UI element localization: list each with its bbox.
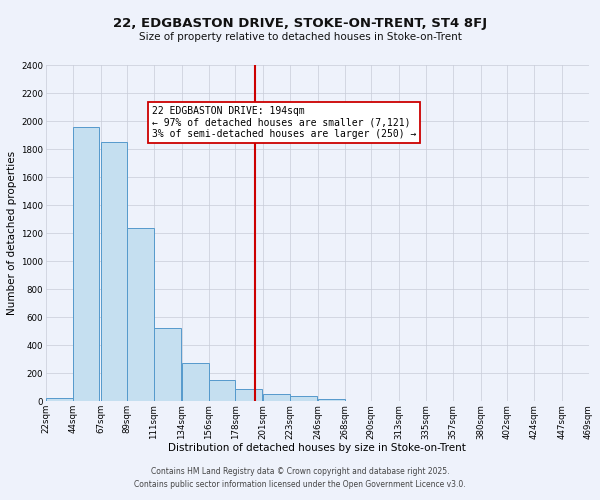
X-axis label: Distribution of detached houses by size in Stoke-on-Trent: Distribution of detached houses by size … (168, 443, 466, 453)
Text: Contains HM Land Registry data © Crown copyright and database right 2025.
Contai: Contains HM Land Registry data © Crown c… (134, 468, 466, 489)
Bar (46, 398, 73, 401)
Text: 22 EDGBASTON DRIVE: 194sqm
← 97% of detached houses are smaller (7,121)
3% of se: 22 EDGBASTON DRIVE: 194sqm ← 97% of deta… (152, 106, 416, 139)
Bar (263, 394, 290, 401)
Bar (182, 363, 209, 401)
Bar (101, 142, 127, 401)
Bar (235, 388, 262, 401)
Y-axis label: Number of detached properties: Number of detached properties (7, 152, 17, 316)
Bar (318, 399, 344, 401)
Bar (209, 380, 235, 401)
Bar (344, 400, 371, 401)
Text: 22, EDGBASTON DRIVE, STOKE-ON-TRENT, ST4 8FJ: 22, EDGBASTON DRIVE, STOKE-ON-TRENT, ST4… (113, 18, 487, 30)
Text: Size of property relative to detached houses in Stoke-on-Trent: Size of property relative to detached ho… (139, 32, 461, 42)
Bar (154, 328, 181, 401)
Bar (290, 396, 317, 401)
Bar (73, 127, 100, 401)
Bar (127, 228, 154, 401)
